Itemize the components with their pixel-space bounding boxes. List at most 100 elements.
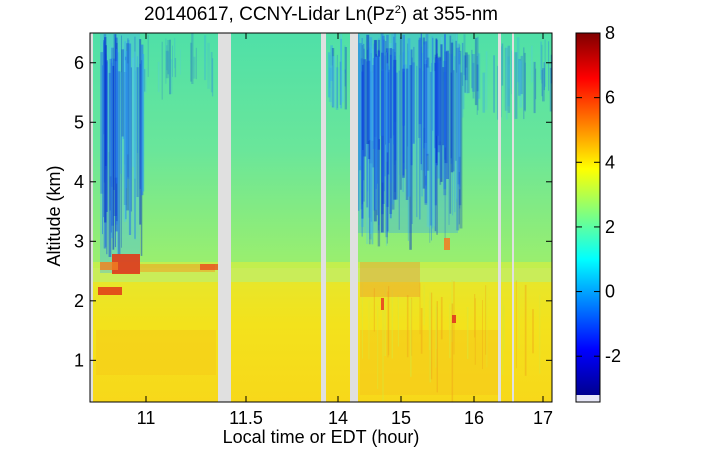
noise-stripe [380,33,384,136]
noise-stripe [462,43,464,86]
noise-stripe [193,56,196,79]
y-tick-label: 1 [74,350,84,370]
noise-stripe [329,54,331,88]
noise-stripe [359,71,361,166]
y-tick-label: 6 [74,53,84,73]
noise-stripe [165,50,169,79]
colorbar-bottom-cap [576,395,600,402]
x-tick-label: 14 [328,408,348,428]
noise-stripe [424,60,428,206]
boundary-layer-streak [474,298,476,365]
noise-stripe [471,49,473,89]
noise-stripe [331,48,335,108]
noise-stripe [425,61,427,190]
boundary-layer-streak [423,284,425,326]
data-gap [90,33,93,402]
noise-stripe [431,62,432,241]
noise-stripe [405,68,409,200]
noise-stripe [507,45,511,113]
noise-stripe [341,70,344,103]
noise-stripe [449,35,452,214]
noise-stripe [391,33,395,205]
noise-stripe [464,55,467,93]
noise-stripe [548,41,550,91]
noise-stripe [398,70,400,230]
noise-stripe [169,59,173,94]
noise-stripe [382,39,385,192]
noise-stripe [456,72,458,199]
noise-stripe [465,67,468,94]
noise-stripe [141,54,145,192]
noise-stripe [367,60,371,160]
noise-stripe [424,64,427,143]
y-tick-label: 2 [74,291,84,311]
noise-stripe [393,36,395,136]
boundary-layer-streak [466,307,469,360]
noise-stripe [507,56,510,107]
aerosol-layer [381,298,384,310]
noise-stripe [144,69,146,92]
noise-stripe [458,47,460,225]
noise-stripe [384,55,386,177]
boundary-layer-streak [435,303,437,368]
noise-stripe [463,34,466,76]
noise-stripe [426,57,430,171]
noise-stripe [523,52,526,111]
noise-stripe [423,44,426,128]
noise-stripe [404,64,407,170]
noise-stripe [461,42,464,118]
noise-stripe [544,39,546,87]
noise-stripe [394,33,397,122]
noise-stripe [508,64,510,89]
x-ticks: 11 11.5 14 15 16 17 [137,33,553,428]
plot-frame [89,32,553,403]
boundary-layer-streak [368,300,370,360]
noise-stripe [477,36,479,111]
noise-stripe [110,58,112,233]
noise-stripe [207,42,210,89]
colorbar-tick-label: 6 [605,88,615,108]
aerosol-layer [98,287,122,295]
noise-stripe [420,33,422,165]
noise-stripe [102,65,103,235]
noise-stripe [381,52,384,233]
y-tick-label: 3 [74,231,84,251]
noise-stripe [106,62,108,255]
noise-stripe [190,42,193,82]
noise-stripe [418,37,422,125]
noise-stripe [436,53,438,235]
noise-stripe [117,71,121,255]
noise-stripe [361,38,363,237]
noise-stripe [444,34,446,148]
noise-stripe [161,41,163,100]
noise-stripe [166,45,168,71]
noise-stripe [335,67,339,110]
noise-stripe [120,72,122,174]
colorbar-tick-label: 2 [605,217,615,237]
boundary-layer-streak [435,307,438,349]
aerosol-layer [112,254,140,274]
noise-stripe [121,35,122,248]
aerosol-layer [140,264,215,272]
noise-stripe [458,64,461,157]
noise-stripe [429,71,433,226]
noise-stripe [474,37,478,106]
noise-stripe [542,68,545,102]
colorbar-frame [575,32,601,403]
colorbar [576,33,600,395]
noise-stripe [381,69,384,183]
noise-stripe [371,72,374,245]
noise-stripe [387,69,390,144]
noise-stripe [369,61,371,245]
noise-stripe [369,37,373,141]
noise-stripe [514,52,518,119]
noise-stripe [112,65,115,250]
x-tick-label: 11.5 [229,408,263,428]
noise-stripe [424,41,428,204]
noise-stripe [407,38,411,197]
noise-stripe [504,47,508,111]
noise-stripe [132,57,135,167]
noise-stripe [127,39,130,179]
aerosol-layer [360,262,420,297]
